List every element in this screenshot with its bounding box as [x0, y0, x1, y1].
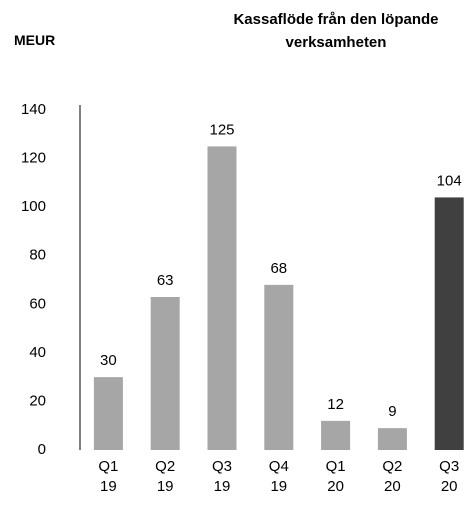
x-tick-label: Q2 19: [155, 458, 176, 495]
y-tick-label: 100: [21, 198, 46, 215]
y-tick-label: 0: [38, 441, 46, 458]
y-tick-label: 80: [29, 247, 46, 264]
bar: [377, 428, 407, 450]
bar: [93, 377, 123, 450]
x-tick-label: Q1 19: [98, 458, 119, 495]
chart-title: Kassaflöde från den löpande verksamheten: [233, 11, 439, 51]
bar: [321, 420, 351, 450]
data-label: 9: [388, 403, 396, 420]
data-label: 12: [327, 396, 344, 413]
data-label: 104: [437, 172, 462, 189]
y-tick-label: 120: [21, 150, 46, 167]
bar: [434, 197, 464, 450]
bar: [207, 146, 237, 450]
x-tick-label: Q3 19: [211, 458, 232, 495]
y-tick-label: 40: [29, 344, 46, 361]
bar: [150, 297, 180, 450]
data-label: 30: [100, 352, 117, 369]
x-tick-label: Q2 20: [382, 458, 403, 495]
data-label: 125: [209, 121, 234, 138]
data-label: 63: [157, 272, 174, 289]
x-tick-label: Q1 20: [325, 458, 346, 495]
y-axis-label: MEUR: [14, 32, 56, 48]
y-tick-label: 60: [29, 295, 46, 312]
y-tick-label: 20: [29, 392, 46, 409]
y-tick-label: 140: [21, 101, 46, 118]
bar: [264, 284, 294, 450]
x-tick-label: Q4 19: [268, 458, 289, 495]
data-label: 68: [270, 260, 287, 277]
x-tick-label: Q3 20: [439, 458, 460, 495]
